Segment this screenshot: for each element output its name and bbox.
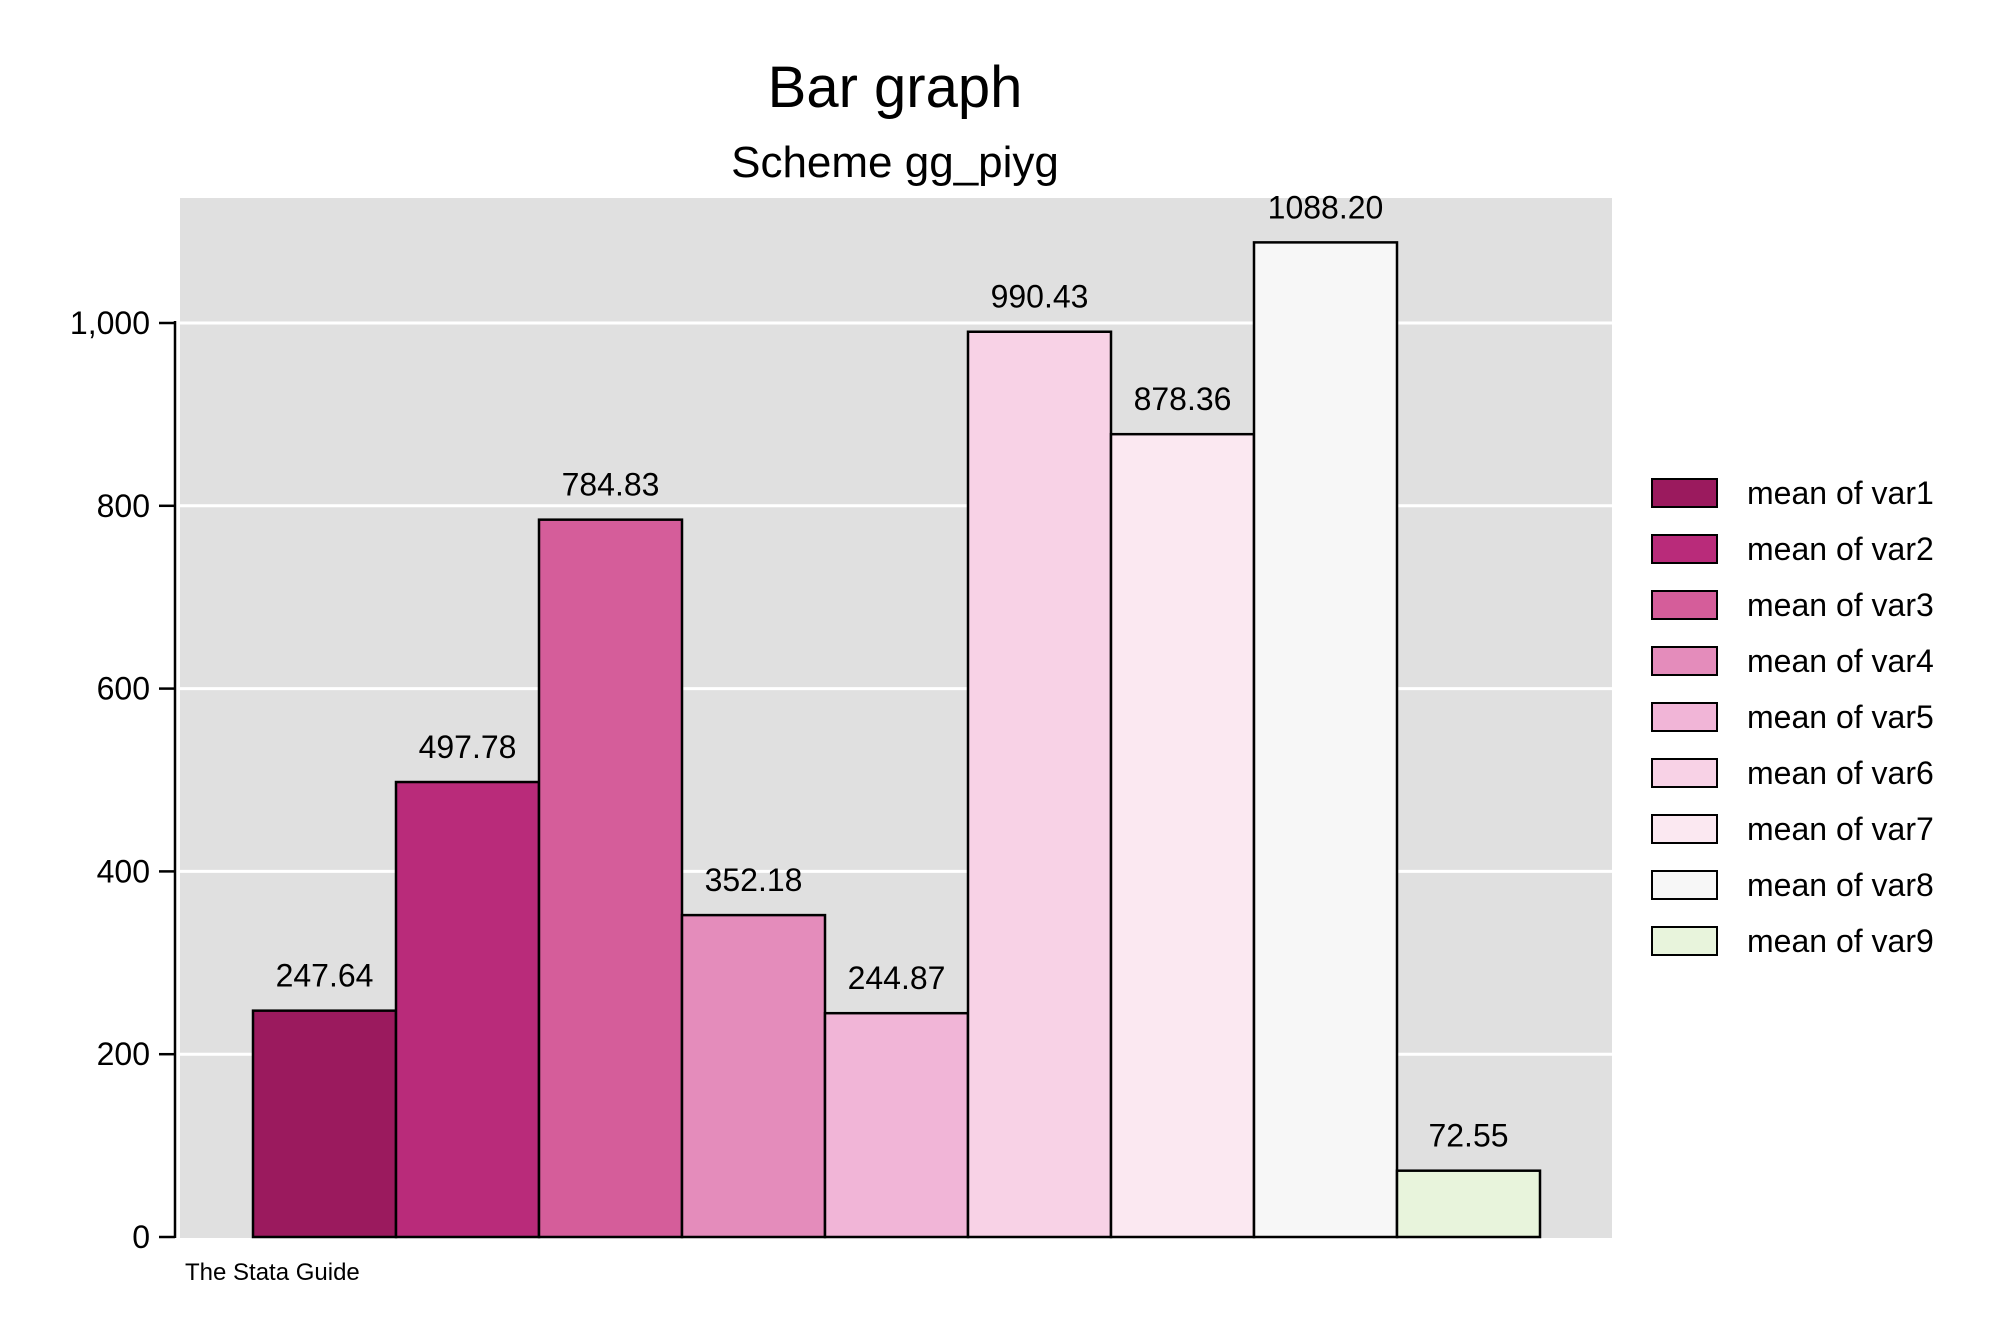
- bar-7: [1109, 432, 1256, 1239]
- bar-value-label: 878.36: [1134, 381, 1232, 417]
- legend-swatch: [1651, 590, 1718, 620]
- legend-swatch: [1651, 926, 1718, 956]
- bars: [251, 241, 1542, 1239]
- bar-value-label: 244.87: [848, 960, 946, 996]
- y-tick-label: 0: [132, 1219, 150, 1255]
- bar-value-label: 352.18: [705, 862, 803, 898]
- legend-swatch: [1651, 534, 1718, 564]
- legend-swatch: [1651, 870, 1718, 900]
- bar-value-label: 990.43: [991, 279, 1089, 315]
- chart-subtitle: Scheme gg_piyg: [731, 138, 1059, 187]
- bar-5: [823, 1011, 970, 1239]
- legend-label: mean of var6: [1747, 755, 1934, 791]
- bar-value-label: 497.78: [419, 729, 517, 765]
- legend-swatch: [1651, 814, 1718, 844]
- legend-label: mean of var1: [1747, 475, 1934, 511]
- y-tick-label: 600: [97, 671, 150, 707]
- y-tick-label: 200: [97, 1036, 150, 1072]
- bar-value-labels: 247.64 497.78 784.83 352.18 244.87 990.43 878.…: [276, 189, 1509, 1153]
- legend-label: mean of var2: [1747, 531, 1934, 567]
- bar-2: [394, 780, 541, 1239]
- bar-6: [966, 330, 1113, 1239]
- legend-label: mean of var8: [1747, 867, 1934, 903]
- legend-label: mean of var3: [1747, 587, 1934, 623]
- bar-value-label: 784.83: [562, 467, 660, 503]
- legend: mean of var1 mean of var2 mean of var3 mean…: [1651, 475, 1934, 959]
- legend-swatch: [1651, 702, 1718, 732]
- chart-title: Bar graph: [768, 55, 1023, 120]
- legend-swatch: [1651, 646, 1718, 676]
- y-tick-label: 1,000: [70, 305, 150, 341]
- source-note: The Stata Guide: [185, 1259, 360, 1286]
- legend-swatch: [1651, 478, 1718, 508]
- legend-label: mean of var7: [1747, 811, 1934, 847]
- y-tick-label: 400: [97, 853, 150, 889]
- y-axis: 0 200 400 600 800 1,000: [70, 305, 177, 1255]
- bar-3: [537, 518, 684, 1239]
- bar-value-label: 72.55: [1428, 1118, 1508, 1154]
- legend-label: mean of var4: [1747, 643, 1934, 679]
- legend-label: mean of var9: [1747, 923, 1934, 959]
- legend-swatch: [1651, 758, 1718, 788]
- bar-8: [1252, 241, 1399, 1239]
- bar-9: [1395, 1169, 1542, 1239]
- bar-value-label: 1088.20: [1268, 189, 1384, 225]
- bar-1: [251, 1009, 398, 1239]
- bar-4: [680, 913, 827, 1239]
- y-tick-label: 800: [97, 488, 150, 524]
- legend-label: mean of var5: [1747, 699, 1934, 735]
- bar-value-label: 247.64: [276, 958, 374, 994]
